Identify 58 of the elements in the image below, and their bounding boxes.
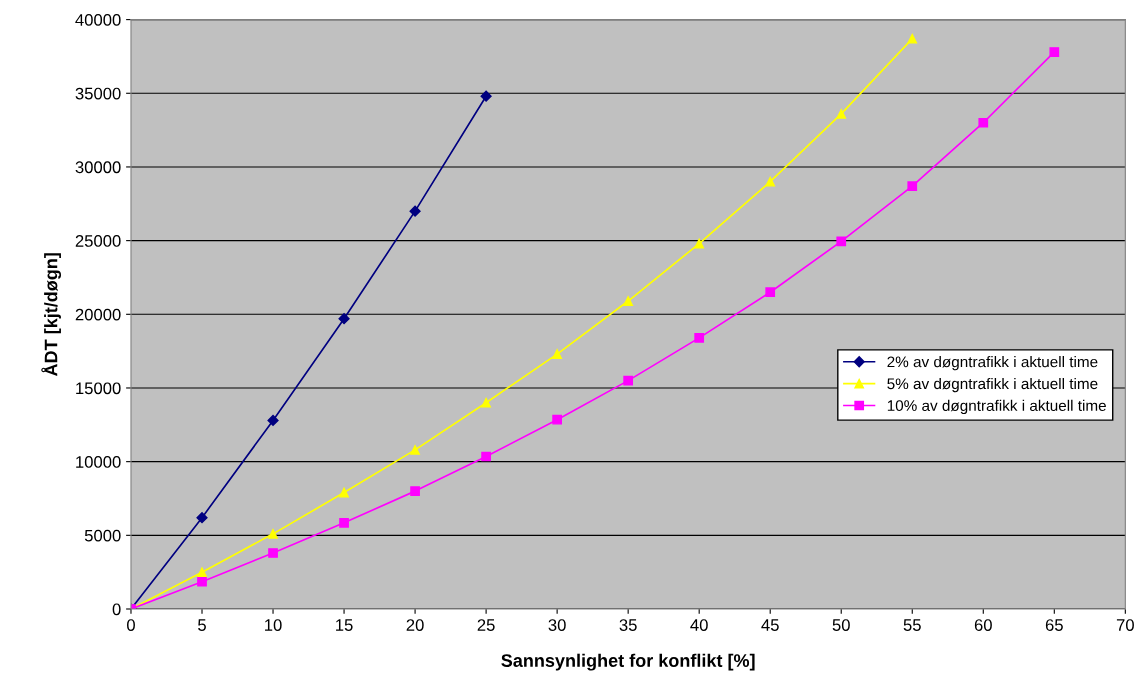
x-tick-label: 20: [406, 619, 424, 631]
x-tick-label: 25: [477, 619, 495, 631]
x-tick-label: 35: [619, 619, 637, 631]
point: [907, 181, 918, 191]
y-axis-title: ÅDT [kjt/døgn]: [41, 253, 62, 377]
point: [197, 576, 207, 587]
point: [836, 109, 847, 119]
point: [268, 548, 278, 558]
point: [552, 414, 562, 425]
point: [481, 397, 491, 408]
point: [410, 486, 420, 496]
point: [338, 313, 350, 325]
point: [409, 205, 421, 217]
x-tick-label: 10: [265, 619, 282, 631]
x-tick-label: 0: [127, 619, 135, 631]
y-tick-label: 35000: [75, 87, 121, 100]
x-tick-label: 45: [761, 619, 779, 631]
legend-label: 2% av døgntrafikk i aktuell time: [887, 356, 1098, 371]
x-tick-label: 5: [198, 619, 206, 631]
x-tick-label: 50: [832, 619, 850, 631]
point: [267, 414, 279, 426]
point: [765, 176, 776, 187]
point: [694, 238, 705, 249]
point: [480, 90, 492, 102]
x-tick-label: 30: [548, 619, 566, 631]
y-tick-label: 25000: [75, 235, 121, 247]
x-tick-label: 60: [974, 619, 992, 631]
point: [694, 333, 705, 343]
point: [197, 567, 207, 578]
point: [339, 517, 349, 528]
y-tick-label: 30000: [75, 161, 121, 174]
x-tick-label: 55: [903, 619, 921, 631]
point: [196, 512, 208, 524]
y-tick-label: 15000: [76, 382, 121, 395]
x-tick-label: 70: [1116, 619, 1134, 631]
point: [836, 236, 847, 247]
x-tick-label: 40: [690, 619, 708, 631]
x-tick-label: 65: [1045, 619, 1063, 631]
point: [1049, 47, 1060, 57]
legend-label: 10% av døgntrafikk i aktuell time: [887, 399, 1106, 415]
point: [552, 349, 562, 359]
point: [623, 296, 634, 306]
point: [268, 528, 278, 539]
y-tick-label: 0: [112, 603, 121, 616]
point: [410, 445, 420, 455]
x-axis-title: Sannsynlighet for konflikt [%]: [501, 653, 755, 671]
y-tick-label: 10000: [76, 456, 121, 468]
x-tick-label: 15: [336, 619, 353, 631]
point: [907, 33, 918, 44]
y-tick-label: 20000: [75, 308, 121, 321]
point: [339, 487, 349, 498]
point: [623, 375, 634, 386]
y-tick-label: 5000: [84, 529, 121, 542]
legend-label: 5% av døgntrafikk i aktuell time: [887, 377, 1098, 393]
point: [978, 117, 989, 128]
point: [481, 451, 491, 462]
y-tick-label: 40000: [75, 14, 121, 26]
point: [765, 287, 776, 298]
